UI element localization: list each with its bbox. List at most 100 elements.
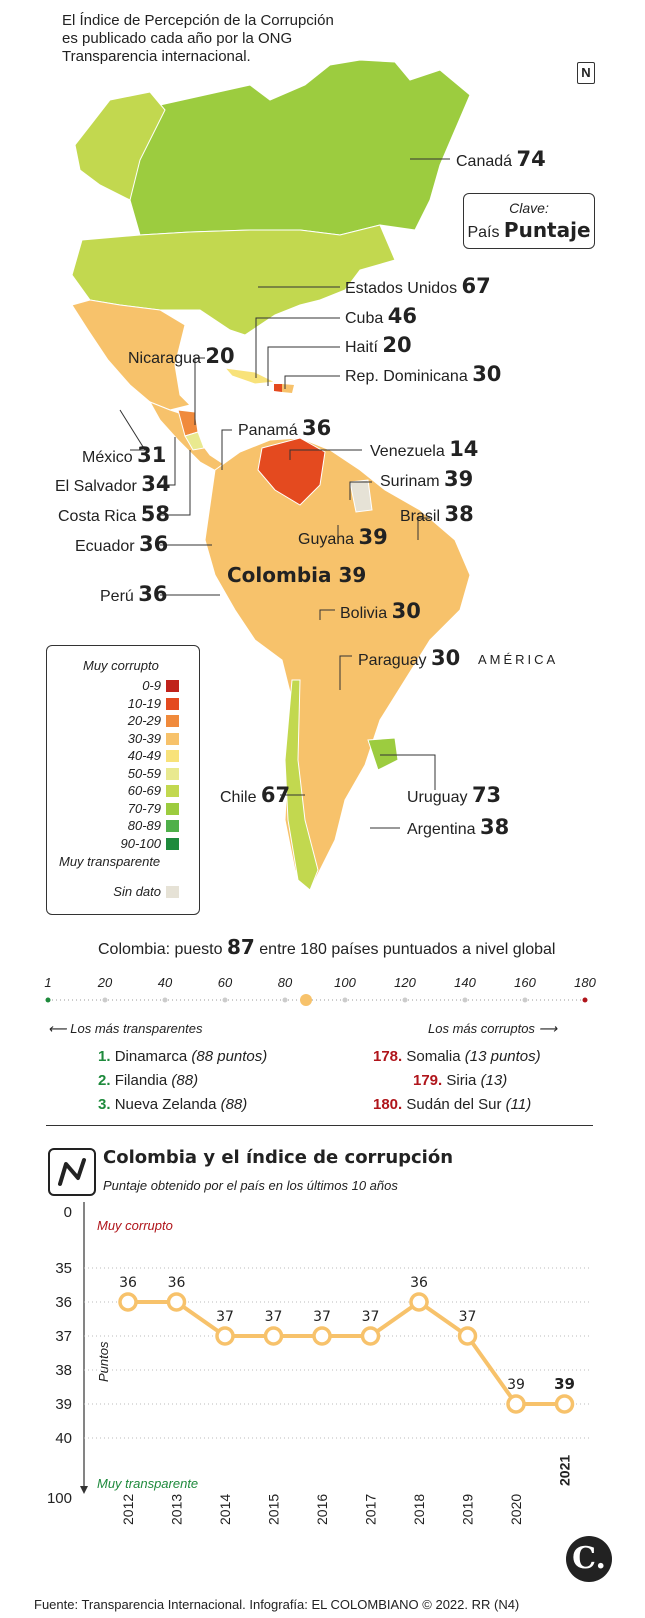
key-box: Clave: País Puntaje (463, 193, 595, 249)
label-cuba: Cuba 46 (345, 304, 417, 328)
series-line (128, 1300, 565, 1406)
label-surinam: Surinam 39 (380, 467, 474, 491)
data-point (312, 1326, 332, 1346)
intro-line: es publicado cada año por la ONG (62, 30, 293, 47)
data-point (457, 1326, 478, 1346)
legend-range-label: 50-59 (127, 765, 161, 781)
ranking-tick-dot (162, 997, 168, 1003)
ranking-tick-label: 120 (394, 975, 416, 990)
legend-row: 50-59 (47, 766, 187, 782)
label-chile: Chile 67 (220, 783, 291, 807)
ranking-scale (45, 994, 588, 1006)
label-bolivia: Bolivia 30 (340, 599, 421, 623)
chart-title: Colombia y el índice de corrupción (103, 1147, 454, 1168)
data-label: 39 (554, 1375, 575, 1393)
el-colombiano-logo: C. (566, 1536, 612, 1582)
label-ecuador: Ecuador 36 (75, 532, 169, 556)
legend-nodata-label: Sin dato (113, 884, 161, 899)
legend-range-label: 30-39 (127, 730, 161, 746)
ranking-tick-dot (222, 997, 228, 1003)
label-guyana: Guyana 39 (298, 525, 388, 549)
north-icon: N (577, 62, 595, 84)
intro-text: El Índice de Percepción de la Corrupción… (62, 12, 392, 66)
label-uruguay: Uruguay 73 (407, 783, 502, 807)
line-chart-icon (48, 1148, 96, 1196)
y-tick-label: 100 (47, 1490, 72, 1507)
label-estados-unidos: Estados Unidos 67 (345, 274, 491, 298)
data-point (263, 1326, 284, 1346)
legend-range-label: 0-9 (142, 678, 161, 693)
y-tick-label: 35 (55, 1260, 72, 1277)
data-label: 39 (507, 1377, 525, 1393)
ranking-tick-dot (402, 997, 408, 1003)
data-label: 37 (216, 1309, 234, 1325)
map-haiti (274, 384, 282, 392)
legend-row: 60-69 (47, 783, 187, 799)
data-point (118, 1292, 138, 1312)
legend-row-nodata: Sin dato (47, 884, 187, 900)
legend-range-label: 80-89 (127, 818, 161, 833)
data-point (166, 1292, 187, 1312)
label-mexico: México 31 (82, 443, 167, 467)
intro-line: El Índice de Percepción de la Corrupción (62, 12, 334, 29)
legend-range-label: 70-79 (127, 800, 161, 816)
legend-nodata-swatch (166, 886, 179, 898)
ranking-tick-label: 40 (157, 975, 173, 990)
ranking-tick-label: 80 (277, 975, 293, 990)
ranking-tick-label: 20 (97, 975, 113, 990)
ranking-tick-label: 100 (334, 975, 356, 990)
legend-top-label: Muy corrupto (83, 658, 159, 673)
worst-list: 178. Somalia (13 puntos) 179. Siria (13)… (373, 1048, 553, 1120)
direction-transparent: ⟵ Los más transparentes (48, 1021, 203, 1036)
best-item: 3. Nueva Zelanda (88) (98, 1096, 248, 1113)
label-haiti: Haití 20 (345, 333, 412, 357)
best-item: 1. Dinamarca (88 puntos) (98, 1048, 268, 1065)
ranking-tick-dot (342, 997, 348, 1003)
legend-row: 30-39 (47, 731, 187, 747)
map-uruguay (367, 737, 399, 771)
data-label: 36 (410, 1275, 428, 1291)
x-tick-label: 2019 (460, 1494, 476, 1525)
legend-bottom-label: Muy transparente (59, 854, 161, 869)
label-panama: Panamá 36 (238, 416, 332, 440)
x-tick-label: 2013 (169, 1494, 185, 1525)
y-tick-label: 36 (55, 1294, 72, 1311)
data-point (409, 1292, 429, 1312)
section-divider (46, 1125, 593, 1126)
source-footer: Fuente: Transparencia Internacional. Inf… (34, 1597, 520, 1612)
ranking-title: Colombia: puesto 87 entre 180 países pun… (98, 935, 556, 959)
map-mexico (71, 299, 191, 411)
data-label: 36 (168, 1275, 186, 1291)
ranking-tick-dot (45, 997, 51, 1003)
america-map (71, 59, 471, 891)
map-south-america (204, 437, 471, 891)
x-tick-label: 2016 (314, 1494, 330, 1525)
x-tick-label: 2020 (508, 1494, 524, 1525)
legend-row: 90-100 (47, 836, 187, 852)
map-chile (284, 679, 319, 891)
y-tick-label: 37 (55, 1328, 72, 1345)
data-point (360, 1326, 381, 1346)
legend-range-label: 90-100 (120, 835, 161, 851)
y-axis-arrow (80, 1486, 88, 1494)
muy-corrupto-annotation: Muy corrupto (97, 1218, 173, 1233)
x-tick-label: 2014 (217, 1494, 233, 1525)
x-tick-label: 2017 (363, 1494, 379, 1525)
y-tick-label: 38 (55, 1362, 72, 1379)
ranking-tick-label: 60 (217, 975, 233, 990)
legend-swatch (166, 715, 179, 727)
y-tick-label: 39 (55, 1396, 72, 1413)
region-label: AMÉRICA (478, 652, 559, 667)
x-tick-label: 2021 (557, 1455, 573, 1486)
legend-swatch (166, 697, 179, 710)
ranking-tick-label: 180 (574, 975, 596, 990)
colombia-position-marker (300, 994, 312, 1006)
key-title: Clave: (509, 200, 549, 216)
label-nicaragua: Nicaragua 20 (128, 344, 235, 368)
color-legend: Muy corrupto 0-9 10-19 20-29 30-39 40-49 50-5… (46, 645, 200, 915)
legend-swatch (166, 820, 179, 832)
data-label: 37 (362, 1309, 380, 1325)
y-axis-label: Puntos (96, 1341, 111, 1382)
label-colombia: Colombia 39 (227, 563, 367, 587)
chart-subtitle: Puntaje obtenido por el país en los últi… (103, 1178, 398, 1193)
